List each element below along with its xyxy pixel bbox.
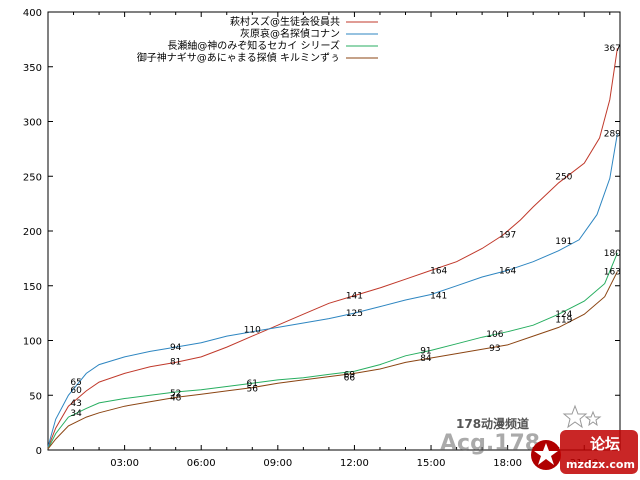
data-label: 91 [420,346,431,356]
data-label: 163 [604,268,621,278]
watermark-line2: Acg.178 [440,431,540,456]
x-tick-label: 18:00 [493,458,522,469]
data-label: 69 [344,370,356,380]
data-label: 124 [555,310,572,320]
data-label: 110 [244,326,261,336]
x-tick-label: 12:00 [340,458,369,469]
watermark-stars-icon [562,404,602,429]
data-label: 106 [486,330,503,340]
data-label: 125 [346,309,363,319]
series-line-2 [47,133,618,447]
data-label: 93 [489,344,500,354]
data-label: 34 [70,409,82,419]
series-line-4 [47,271,618,450]
data-label: 60 [70,386,82,396]
y-tick-label: 250 [23,172,42,183]
legend-label: 萩村スズ@生徒会役員共 [230,15,340,28]
data-label: 289 [604,130,621,140]
y-axis: 0 50 100 150 200 250 300 350 400 [23,8,620,457]
data-label: 180 [604,249,621,259]
data-label: 141 [346,292,363,302]
data-label: 56 [247,385,259,395]
data-label: 197 [499,230,516,240]
x-tick-label: 09:00 [263,458,292,469]
data-label: 141 [430,292,447,302]
watermark: 178动漫频道 Acg.178 论坛 mzdzx.com [440,404,638,474]
data-label: 52 [170,389,181,399]
x-tick-label: 15:00 [417,458,446,469]
data-label: 81 [170,357,181,367]
legend-label: 御子神ナギサ@あにゃまる探偵 キルミンずぅ [137,51,340,64]
x-tick-label: 06:00 [187,458,216,469]
data-label: 250 [555,172,572,182]
x-tick-label: 03:00 [110,458,139,469]
data-label: 48 [170,393,182,403]
data-label: 84 [420,354,432,364]
data-label: 43 [70,399,81,409]
y-tick-label: 200 [23,227,42,238]
legend-label: 灰原哀@名探偵コナン [240,27,340,40]
data-label: 94 [170,343,182,353]
y-tick-label: 0 [36,446,42,457]
data-label: 65 [70,378,81,388]
data-labels: 65 81 141 164 197 250 367 60 94 110 125 141 164 191 28… [70,44,621,419]
series-line-1 [47,48,618,448]
data-label: 164 [499,266,516,276]
y-tick-label: 50 [29,391,42,402]
series-group [47,48,618,450]
y-tick-label: 150 [23,282,42,293]
y-tick-label: 100 [23,337,42,348]
data-label: 191 [555,237,572,247]
watermark-line1: 178动漫频道 [456,416,529,431]
series-line-3 [47,252,618,450]
plot-area [47,11,621,451]
watermark-badge: 论坛 mzdzx.com [531,430,638,474]
y-tick-label: 300 [23,118,42,129]
data-label: 164 [430,266,447,276]
data-label: 66 [344,374,356,384]
badge-site: mzdzx.com [566,458,635,471]
y-tick-label: 400 [23,8,42,19]
data-label: 367 [604,44,621,54]
y-tick-label: 350 [23,63,42,74]
legend-label: 長瀬紬@神のみぞ知るセカイ シリーズ [167,39,340,52]
data-label: 119 [555,316,572,326]
badge-box [560,430,638,474]
data-label: 61 [247,379,258,389]
badge-text: 论坛 [590,435,620,453]
